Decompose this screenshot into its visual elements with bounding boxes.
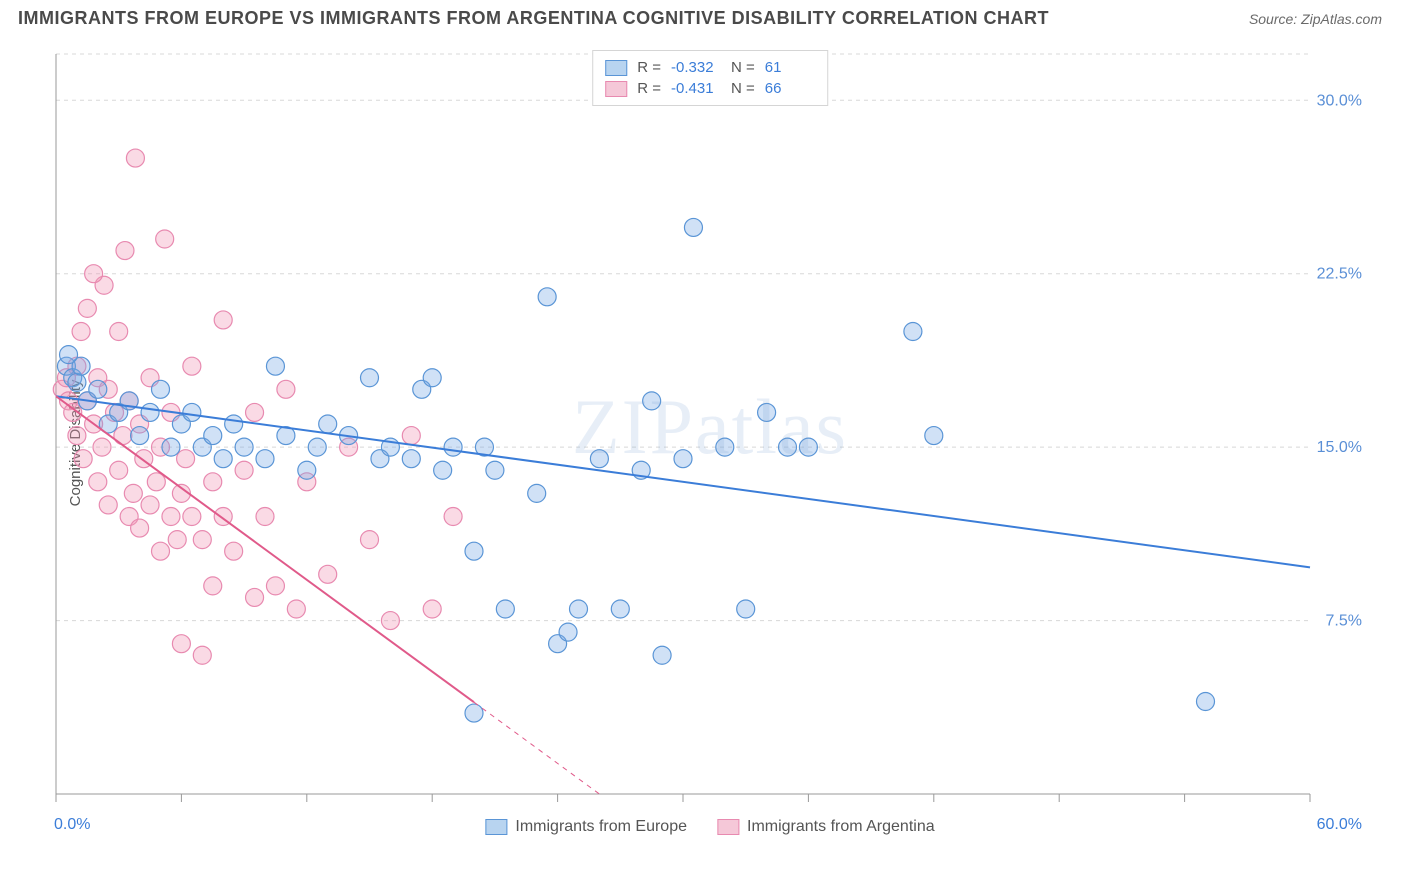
x-axis-min-label: 0.0%: [54, 816, 90, 834]
legend-item-argentina: Immigrants from Argentina: [717, 818, 935, 836]
legend-label: Immigrants from Argentina: [747, 818, 935, 836]
r-value-argentina: -0.431: [671, 80, 721, 97]
scatter-chart-svg: 7.5% 15.0% 22.5% 30.0%: [50, 48, 1370, 838]
r-value-europe: -0.332: [671, 59, 721, 76]
chart-area: Cognitive Disability 7.5%15.0%22.5%30.0%…: [50, 48, 1370, 838]
n-label: N =: [731, 80, 755, 97]
n-value-europe: 61: [765, 59, 815, 76]
legend-stats-row: R = -0.332 N = 61: [605, 57, 815, 78]
swatch-argentina: [605, 81, 627, 97]
source-attribution: Source: ZipAtlas.com: [1249, 11, 1382, 27]
svg-text:22.5%: 22.5%: [1317, 266, 1362, 283]
chart-header: IMMIGRANTS FROM EUROPE VS IMMIGRANTS FRO…: [0, 0, 1406, 33]
swatch-argentina: [717, 819, 739, 835]
r-label: R =: [637, 59, 661, 76]
r-label: R =: [637, 80, 661, 97]
legend-item-europe: Immigrants from Europe: [485, 818, 687, 836]
legend-stats: R = -0.332 N = 61 R = -0.431 N = 66: [592, 50, 828, 106]
legend-label: Immigrants from Europe: [515, 818, 687, 836]
svg-text:30.0%: 30.0%: [1317, 92, 1362, 109]
legend-series: Immigrants from Europe Immigrants from A…: [485, 818, 934, 836]
legend-stats-row: R = -0.431 N = 66: [605, 78, 815, 99]
svg-text:7.5%: 7.5%: [1326, 613, 1362, 630]
swatch-europe: [485, 819, 507, 835]
svg-text:15.0%: 15.0%: [1317, 439, 1362, 456]
chart-title: IMMIGRANTS FROM EUROPE VS IMMIGRANTS FRO…: [18, 8, 1049, 29]
n-value-argentina: 66: [765, 80, 815, 97]
swatch-europe: [605, 60, 627, 76]
x-axis-max-label: 60.0%: [1317, 816, 1362, 834]
n-label: N =: [731, 59, 755, 76]
